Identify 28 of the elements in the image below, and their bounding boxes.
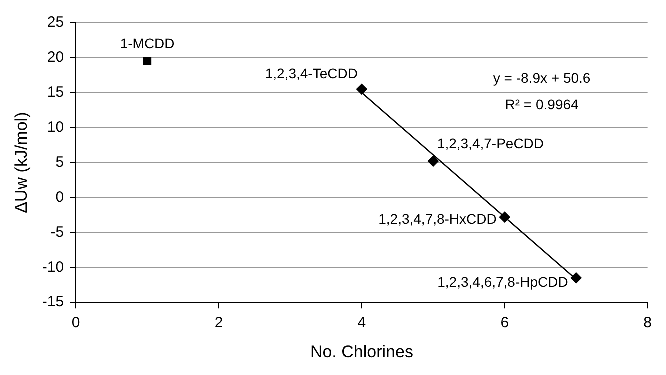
point	[499, 212, 510, 223]
x-tick-label: 0	[72, 314, 80, 332]
annotation: 1-MCDD	[120, 35, 175, 52]
point	[570, 272, 582, 284]
annotation: R² = 0.9964	[505, 96, 580, 112]
annotation: 1,2,3,4-TeCDD	[265, 65, 358, 82]
y-tick-label: 10	[47, 118, 64, 136]
x-tick-label: 6	[500, 314, 510, 332]
annotation: 1,2,3,4,6,7,8-HpCDD	[438, 274, 568, 290]
y-tick-label: 5	[56, 154, 64, 171]
point	[356, 84, 368, 95]
y-tick-label: 0	[56, 188, 64, 206]
point	[428, 156, 439, 167]
x-axis-title: No. Chlorines	[310, 342, 414, 362]
y-tick-label: 20	[47, 49, 64, 66]
annotation: y = -8.9x + 50.6	[493, 70, 591, 86]
y-tick-label: -5	[50, 224, 64, 241]
y-axis-title: ΔUw (kJ/mol)	[12, 112, 31, 214]
y-tick-label: 25	[47, 14, 64, 32]
y-tick-label: 15	[47, 84, 64, 102]
point	[144, 57, 152, 66]
x-tick-label: 4	[358, 314, 366, 332]
annotation: 1,2,3,4,7,8-HxCDD	[378, 211, 497, 228]
annotation: 1,2,3,4,7-PeCDD	[437, 135, 544, 152]
x-tick-label: 8	[644, 314, 652, 332]
x-tick-label: 2	[214, 314, 224, 332]
y-tick-label: -10	[42, 258, 64, 276]
y-tick-label: -15	[42, 294, 64, 311]
